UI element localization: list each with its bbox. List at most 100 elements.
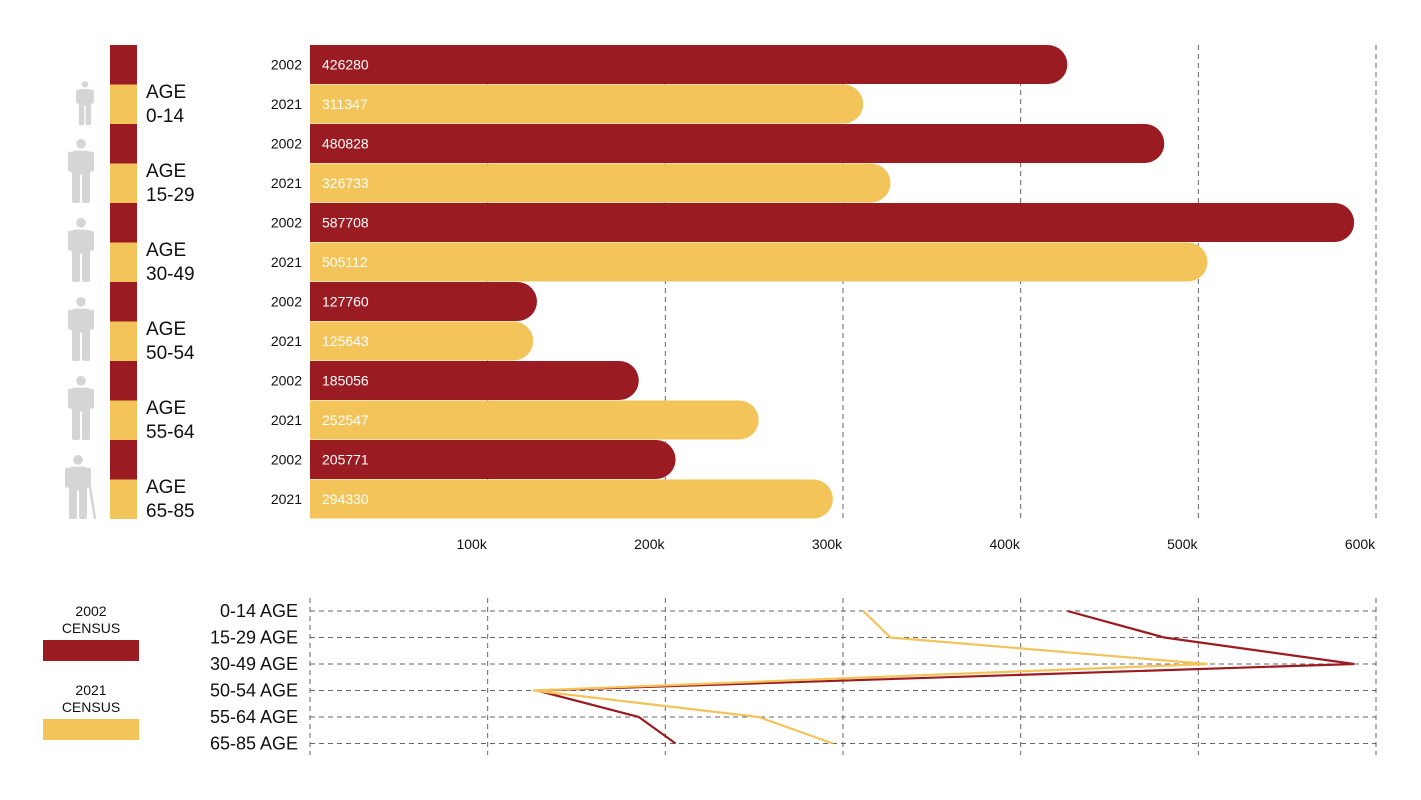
bar-year-label: 2021 — [271, 96, 302, 112]
age-word: AGE — [146, 398, 187, 419]
bar-value-label: 252547 — [322, 412, 369, 428]
line-category-label: 0-14 AGE — [220, 601, 298, 621]
icon-left-leg — [72, 330, 80, 361]
line-series-2021 — [533, 610, 1208, 745]
line-category-label: 50-54 AGE — [210, 681, 298, 701]
legend-swatch-2021 — [43, 719, 139, 740]
side-color-block — [110, 479, 137, 519]
icon-right-arm — [90, 388, 94, 409]
icon-left-leg — [72, 409, 80, 440]
age-word: AGE — [146, 477, 187, 498]
bar-2021-age-15-29 — [310, 163, 891, 203]
icon-torso — [71, 229, 91, 254]
age-word: AGE — [146, 161, 187, 182]
icon-right-arm — [91, 89, 94, 104]
icon-head — [76, 139, 86, 149]
x-tick-label: 400k — [989, 536, 1020, 552]
age-group-label-55-64: AGE 55-64 — [146, 397, 195, 445]
age-range: 15-29 — [146, 185, 195, 206]
bar-2002-age-65-85 — [310, 440, 676, 479]
bar-2002-age-55-64 — [310, 361, 639, 400]
line-category-label: 65-85 AGE — [210, 734, 298, 754]
icon-right-leg — [82, 251, 90, 282]
person-icon — [68, 297, 94, 361]
icon-left-arm — [68, 230, 72, 251]
elderly-person-cane-icon — [65, 455, 97, 520]
bar-value-label: 587708 — [322, 215, 369, 231]
icon-left-arm — [68, 309, 72, 330]
icon-right-leg — [82, 409, 90, 440]
icon-right-leg — [82, 330, 90, 361]
bar-2002-age-15-29 — [310, 124, 1165, 163]
icon-left-arm — [68, 151, 72, 172]
bar-value-label: 125643 — [322, 333, 369, 349]
icon-left-arm — [68, 388, 72, 409]
bar-year-label: 2021 — [271, 254, 302, 270]
bar-2021-age-65-85 — [310, 479, 833, 519]
side-color-block — [110, 45, 137, 85]
bar-year-label: 2002 — [271, 136, 302, 152]
person-icon — [68, 139, 94, 203]
side-color-block — [110, 163, 137, 203]
person-icon — [68, 376, 94, 440]
bar-year-label: 2021 — [271, 412, 302, 428]
side-color-block — [110, 84, 137, 124]
side-color-block — [110, 321, 137, 361]
line-category-label: 15-29 AGE — [210, 628, 298, 648]
bar-value-label: 326733 — [322, 175, 369, 191]
bar-value-label: 127760 — [322, 294, 369, 310]
icon-torso — [71, 308, 91, 333]
age-group-label-0-14: AGE 0-14 — [146, 81, 186, 129]
icon-left-arm — [65, 467, 69, 488]
x-tick-label: 600k — [1345, 536, 1376, 552]
bar-2021-age-50-54 — [310, 321, 534, 361]
icon-head — [76, 376, 86, 386]
age-word: AGE — [146, 240, 187, 261]
icon-left-leg — [78, 104, 85, 125]
line-series-2002 — [536, 609, 1355, 745]
legend-year: 2002 — [75, 603, 107, 619]
side-color-block — [110, 282, 137, 322]
bar-value-label: 294330 — [322, 491, 369, 507]
bar-year-label: 2021 — [271, 491, 302, 507]
icon-head — [76, 297, 86, 307]
icon-left-arm — [76, 89, 79, 104]
legend-label-2021: 2021 CENSUS — [36, 682, 146, 716]
icon-head — [76, 218, 86, 228]
bar-year-label: 2021 — [271, 175, 302, 191]
icon-right-arm — [90, 309, 94, 330]
x-tick-label: 300k — [812, 536, 843, 552]
age-word: AGE — [146, 82, 187, 103]
legend-swatch-2002 — [43, 640, 139, 661]
x-tick-label: 500k — [1167, 536, 1198, 552]
side-color-block — [110, 203, 137, 243]
x-tick-label: 100k — [456, 536, 487, 552]
icon-left-leg — [69, 488, 77, 519]
age-group-label-30-49: AGE 30-49 — [146, 239, 195, 287]
icon-head — [73, 455, 83, 465]
bar-value-label: 185056 — [322, 373, 369, 389]
age-range: 50-54 — [146, 343, 195, 364]
bar-2002-age-30-49 — [310, 203, 1355, 242]
icon-torso — [71, 387, 91, 412]
bar-value-label: 426280 — [322, 57, 369, 73]
icon-right-leg — [82, 172, 90, 203]
age-range: 30-49 — [146, 264, 195, 285]
bar-value-label: 205771 — [322, 452, 369, 468]
bar-year-label: 2002 — [271, 215, 302, 231]
age-group-label-65-85: AGE 65-85 — [146, 476, 195, 524]
bar-year-label: 2002 — [271, 57, 302, 73]
bar-2021-age-30-49 — [310, 242, 1208, 282]
side-color-block — [110, 242, 137, 282]
line-category-label: 30-49 AGE — [210, 654, 298, 674]
age-range: 0-14 — [146, 106, 185, 127]
legend-year: 2021 — [75, 682, 107, 698]
icon-right-leg — [85, 104, 92, 125]
bar-year-label: 2002 — [271, 452, 302, 468]
bar-year-label: 2021 — [271, 333, 302, 349]
icon-right-arm — [90, 230, 94, 251]
child-icon — [76, 81, 94, 125]
person-icon — [68, 218, 94, 282]
age-group-label-15-29: AGE 15-29 — [146, 160, 195, 208]
